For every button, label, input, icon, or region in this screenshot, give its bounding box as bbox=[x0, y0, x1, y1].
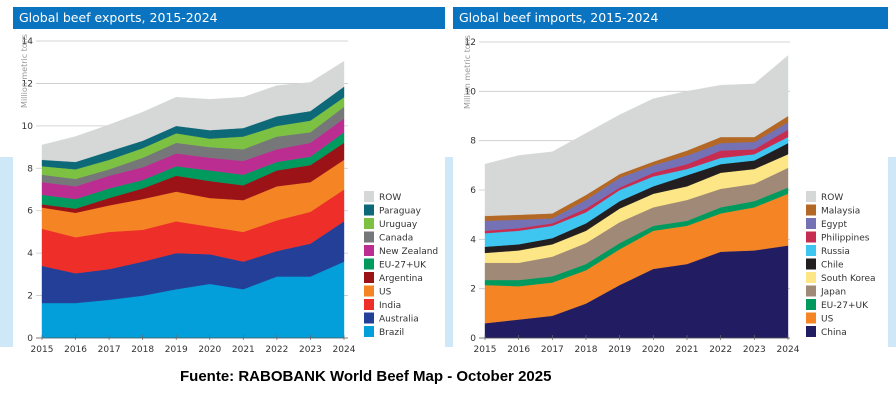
exports-y-tick-label: 14 bbox=[22, 37, 34, 47]
imports-legend-label-japan: Japan bbox=[820, 288, 846, 298]
imports-y-tick-label: 8 bbox=[470, 137, 476, 147]
imports-x-tick-label: 2018 bbox=[575, 345, 598, 355]
imports-legend-swatch-us bbox=[806, 312, 816, 324]
imports-x-tick-label: 2022 bbox=[709, 345, 732, 355]
imports-legend-label-philippines: Philippines bbox=[821, 234, 870, 244]
exports-legend-swatch-australia bbox=[364, 312, 374, 324]
exports-y-tick-label: 8 bbox=[27, 164, 33, 174]
exports-x-tick-label: 2024 bbox=[333, 345, 356, 355]
exports-legend-label-paraguay: Paraguay bbox=[379, 207, 422, 217]
exports-legend-swatch-uruguay bbox=[364, 218, 374, 229]
exports-x-tick-label: 2015 bbox=[31, 345, 54, 355]
exports-legend-swatch-paraguay bbox=[364, 204, 374, 216]
exports-x-tick-label: 2021 bbox=[232, 345, 255, 355]
imports-legend-label-row: ROW bbox=[821, 193, 843, 203]
imports-legend-swatch-philippines bbox=[806, 231, 816, 243]
exports-legend-label-brazil: Brazil bbox=[379, 328, 404, 338]
exports-x-tick-label: 2016 bbox=[64, 345, 87, 355]
exports-legend-label-us: US bbox=[379, 288, 392, 298]
exports-legend-swatch-canada bbox=[364, 231, 374, 243]
imports-legend-label-us: US bbox=[821, 315, 834, 325]
imports-legend-swatch-row bbox=[806, 191, 816, 202]
exports-legend-swatch-india bbox=[364, 299, 374, 310]
exports-y-tick-label: 0 bbox=[27, 334, 33, 344]
imports-y-axis-label: Million metric tons bbox=[463, 35, 472, 109]
exports-legend-label-uruguay: Uruguay bbox=[379, 220, 418, 230]
exports-legend-label-row: ROW bbox=[379, 193, 401, 203]
imports-y-tick-label: 0 bbox=[470, 334, 476, 344]
imports-x-tick-label: 2017 bbox=[541, 345, 564, 355]
imports-x-tick-label: 2019 bbox=[608, 345, 631, 355]
imports-x-tick-label: 2023 bbox=[743, 345, 766, 355]
imports-x-tick-label: 2024 bbox=[777, 345, 800, 355]
imports-legend-label-chile: Chile bbox=[821, 261, 844, 271]
exports-chart-title: Global beef exports, 2015-2024 bbox=[13, 7, 445, 29]
imports-x-tick-label: 2021 bbox=[676, 345, 699, 355]
imports-legend-label-russia: Russia bbox=[821, 247, 850, 257]
imports-legend-swatch-chile bbox=[806, 258, 816, 270]
imports-legend-label-malaysia: Malaysia bbox=[821, 207, 860, 217]
imports-legend-swatch-eu-27-uk bbox=[806, 299, 816, 310]
exports-legend-label-canada: Canada bbox=[379, 234, 413, 244]
imports-legend-swatch-south-korea bbox=[806, 272, 816, 283]
exports-y-tick-label: 2 bbox=[27, 292, 33, 302]
imports-y-tick-label: 2 bbox=[470, 285, 476, 295]
imports-legend-swatch-china bbox=[806, 326, 816, 337]
exports-x-tick-label: 2017 bbox=[98, 345, 121, 355]
exports-legend-swatch-argentina bbox=[364, 272, 374, 283]
exports-legend-label-new-zealand: New Zealand bbox=[379, 247, 438, 257]
imports-x-tick-label: 2016 bbox=[507, 345, 530, 355]
imports-area-row bbox=[484, 55, 789, 217]
imports-y-tick-label: 12 bbox=[465, 38, 476, 48]
exports-legend-label-australia: Australia bbox=[379, 315, 419, 325]
imports-legend-swatch-japan bbox=[806, 285, 816, 297]
exports-y-tick-label: 12 bbox=[22, 79, 33, 89]
exports-y-tick-label: 6 bbox=[27, 207, 33, 217]
imports-x-tick-label: 2020 bbox=[642, 345, 665, 355]
exports-area-row bbox=[41, 60, 345, 163]
source-caption: Fuente: RABOBANK World Beef Map - Octobe… bbox=[180, 368, 552, 385]
exports-legend-swatch-us bbox=[364, 285, 374, 297]
imports-chart-title: Global beef imports, 2015-2024 bbox=[453, 7, 888, 29]
exports-x-tick-label: 2022 bbox=[265, 345, 288, 355]
exports-x-tick-label: 2018 bbox=[131, 345, 154, 355]
exports-x-tick-label: 2023 bbox=[299, 345, 322, 355]
imports-y-tick-label: 10 bbox=[465, 87, 477, 97]
imports-x-tick-label: 2015 bbox=[474, 345, 497, 355]
imports-legend-label-china: China bbox=[821, 328, 847, 338]
exports-legend-swatch-new-zealand bbox=[364, 245, 374, 256]
exports-x-tick-label: 2019 bbox=[165, 345, 188, 355]
exports-legend-label-india: India bbox=[379, 301, 401, 311]
exports-y-axis-label: Million metric tons bbox=[20, 34, 29, 108]
imports-legend-swatch-egypt bbox=[806, 218, 816, 229]
imports-legend-swatch-russia bbox=[806, 245, 816, 256]
exports-legend-swatch-row bbox=[364, 191, 374, 202]
exports-legend-swatch-eu-27-uk bbox=[364, 258, 374, 270]
exports-legend-swatch-brazil bbox=[364, 326, 374, 337]
imports-legend-label-egypt: Egypt bbox=[821, 220, 847, 230]
exports-y-tick-label: 10 bbox=[22, 122, 34, 132]
exports-x-tick-label: 2020 bbox=[198, 345, 221, 355]
imports-legend-label-south-korea: South Korea bbox=[821, 274, 876, 284]
exports-legend-label-eu-27-uk: EU-27+UK bbox=[379, 261, 427, 271]
exports-y-tick-label: 4 bbox=[27, 249, 33, 259]
imports-legend-swatch-malaysia bbox=[806, 204, 816, 216]
charts-canvas: 0 2 4 6 8 10 12 14 2015 2016 2017 2018 2019 2020 2021 2… bbox=[20, 34, 876, 355]
imports-legend-label-eu-27-uk: EU-27+UK bbox=[821, 301, 869, 311]
imports-y-tick-label: 4 bbox=[470, 235, 476, 245]
imports-y-tick-label: 6 bbox=[470, 186, 476, 196]
exports-legend-label-argentina: Argentina bbox=[379, 274, 423, 284]
